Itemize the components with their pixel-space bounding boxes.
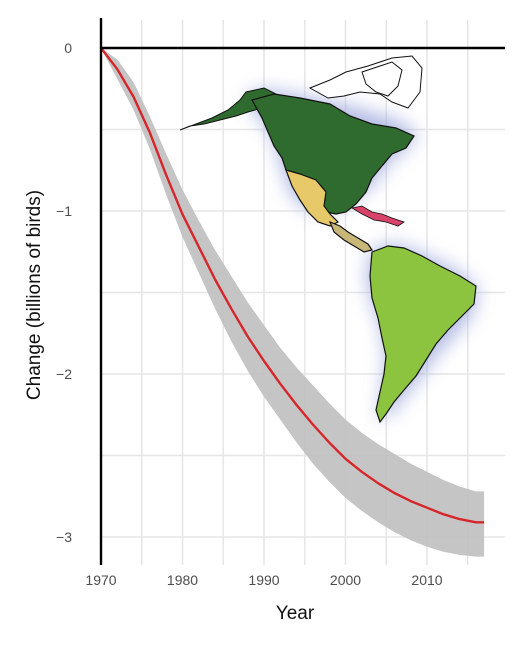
y-tick-labels: 0 −1 −2 −3 xyxy=(56,40,72,545)
y-axis-title: Change (billions of birds) xyxy=(24,190,45,400)
caribbean-islands xyxy=(350,205,405,227)
americas-map-image xyxy=(179,55,478,424)
x-tick-label: 1980 xyxy=(167,572,198,588)
central-america xyxy=(328,220,373,253)
south-america xyxy=(369,245,477,424)
y-tick-label: 0 xyxy=(64,40,72,56)
x-tick-labels: 1970 1980 1990 2000 2010 xyxy=(85,572,442,588)
trend-line xyxy=(100,47,485,524)
x-axis-title: Year xyxy=(276,603,315,624)
x-tick-label: 1970 xyxy=(85,572,116,588)
mexico xyxy=(285,169,340,227)
x-tick-label: 2010 xyxy=(411,572,442,588)
north-america xyxy=(251,93,415,215)
bird-change-line xyxy=(100,47,485,524)
y-tick-label: −3 xyxy=(56,529,72,545)
uncertainty-band xyxy=(101,48,485,557)
y-tick-label: −1 xyxy=(56,203,72,219)
confidence-band xyxy=(101,48,485,557)
greenland xyxy=(361,61,403,97)
x-tick-label: 2000 xyxy=(330,572,361,588)
x-tick-label: 1990 xyxy=(248,572,279,588)
y-tick-label: −2 xyxy=(56,366,72,382)
